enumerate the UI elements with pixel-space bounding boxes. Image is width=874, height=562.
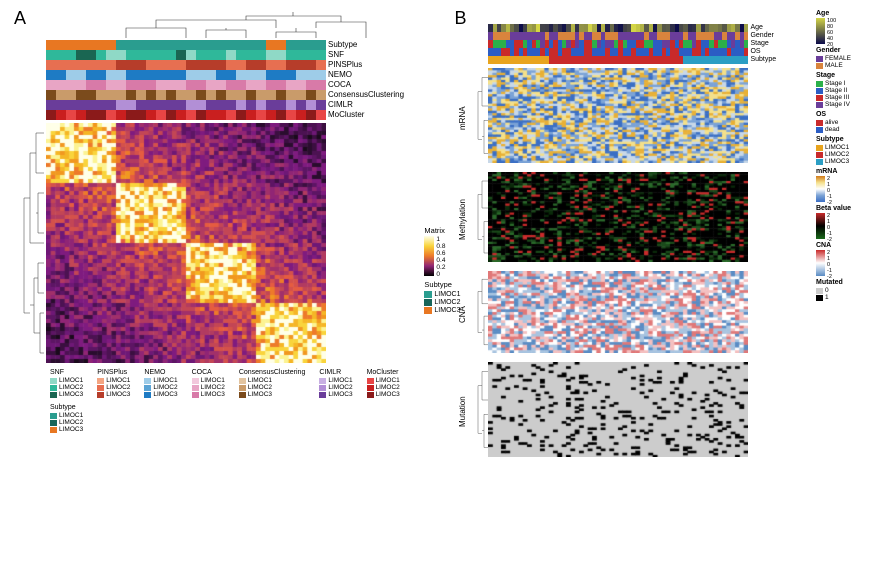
panel-a: A SubtypeSNFPINSPlusNEMOCOCAConsensusClu… xyxy=(0,0,454,562)
legend-os: OSalivedead xyxy=(816,111,872,133)
annot-row-stage xyxy=(488,40,748,48)
panel-b-label: B xyxy=(454,8,466,29)
legend-consensusclustering: ConsensusClusteringLIMOC1LIMOC2LIMOC3 xyxy=(239,369,306,398)
legend-cna: CNA210-1-2 xyxy=(816,242,872,276)
annot-row-snf xyxy=(46,50,326,60)
panel-a-similarity-heatmap xyxy=(46,123,326,363)
panel-b-annotation-labels: AgeGenderStageOSSubtype xyxy=(748,24,776,64)
panel-b-tracks: mRNAMethylationCNAMutation xyxy=(458,68,870,462)
legend-pinsplus: PINSPlusLIMOC1LIMOC2LIMOC3 xyxy=(97,369,130,398)
legend-snf: SNFLIMOC1LIMOC2LIMOC3 xyxy=(50,369,83,398)
annot-row-os xyxy=(488,48,748,56)
track-methylation: Methylation xyxy=(458,172,870,267)
panel-a-left-dendrogram xyxy=(14,123,46,363)
heatmap-mutation xyxy=(488,362,748,457)
track-cna: CNA xyxy=(458,271,870,358)
annot-row-cimlr xyxy=(46,100,326,110)
annot-row-subtype xyxy=(46,40,326,50)
matrix-gradient-bar xyxy=(424,236,434,276)
panel-a-bottom-legends: SNFLIMOC1LIMOC2LIMOC3 PINSPlusLIMOC1LIMOC… xyxy=(14,369,446,433)
panel-a-annotation-labels: SubtypeSNFPINSPlusNEMOCOCAConsensusClust… xyxy=(326,40,404,120)
legend-mutated: Mutated01 xyxy=(816,279,872,301)
annot-row-gender xyxy=(488,32,748,40)
annot-row-nemo xyxy=(46,70,326,80)
panel-b-annotation-bars xyxy=(488,24,748,64)
track-mutation: Mutation xyxy=(458,362,870,462)
panel-a-label: A xyxy=(14,8,26,29)
legend-nemo: NEMOLIMOC1LIMOC2LIMOC3 xyxy=(144,369,177,398)
annot-row-age xyxy=(488,24,748,32)
legend-stage: StageStage IStage IIStage IIIStage IV xyxy=(816,72,872,108)
legend-subtype: SubtypeLIMOC1LIMOC2LIMOC3 xyxy=(50,404,83,433)
panel-a-top-dendrogram xyxy=(46,10,446,40)
heatmap-mrna xyxy=(488,68,748,163)
heatmap-cna xyxy=(488,271,748,353)
legend-mrna: mRNA210-1-2 xyxy=(816,168,872,202)
heatmap-methylation xyxy=(488,172,748,262)
legend-beta-value: Beta value210-1-2 xyxy=(816,205,872,239)
legend-mocluster: MoClusterLIMOC1LIMOC2LIMOC3 xyxy=(367,369,400,398)
figure: A SubtypeSNFPINSPlusNEMOCOCAConsensusClu… xyxy=(0,0,874,562)
legend-coca: COCALIMOC1LIMOC2LIMOC3 xyxy=(192,369,225,398)
panel-a-annotation-bars xyxy=(46,40,326,120)
annot-row-coca xyxy=(46,80,326,90)
annot-row-consensusclustering xyxy=(46,90,326,100)
legend-age: Age10080604020 xyxy=(816,10,872,44)
legend-subtype: SubtypeLIMOC1LIMOC2LIMOC3 xyxy=(816,136,872,165)
annot-row-subtype xyxy=(488,56,748,64)
panel-b: B AgeGenderStageOSSubtype mRNAMethylatio… xyxy=(454,0,874,562)
legend-cimlr: CIMLRLIMOC1LIMOC2LIMOC3 xyxy=(319,369,352,398)
panel-b-legends: Age10080604020 GenderFEMALEMALE StageStage… xyxy=(816,10,872,304)
annot-row-mocluster xyxy=(46,110,326,120)
legend-gender: GenderFEMALEMALE xyxy=(816,47,872,69)
annot-row-pinsplus xyxy=(46,60,326,70)
track-mrna: mRNA xyxy=(458,68,870,168)
